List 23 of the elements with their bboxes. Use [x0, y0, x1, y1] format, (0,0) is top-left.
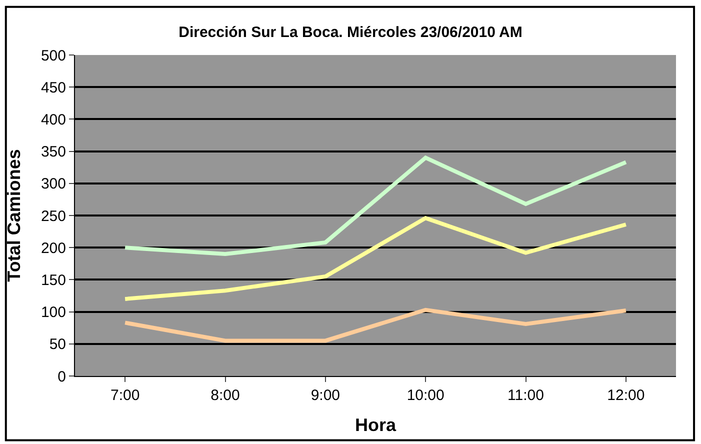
y-tick-label: 200	[40, 240, 66, 257]
line-series	[123, 156, 628, 256]
x-tick-label: 11:00	[508, 387, 544, 404]
line-series	[123, 216, 628, 301]
x-tick-label: 10:00	[406, 387, 444, 404]
y-tick-label: 350	[40, 144, 66, 161]
y-axis-title: Total Camiones	[4, 149, 24, 282]
x-axis-title: Hora	[354, 415, 397, 436]
y-tick-label: 300	[40, 176, 66, 193]
y-tick-label: 400	[40, 111, 66, 128]
x-tick-label: 8:00	[210, 387, 240, 404]
y-tick-label: 500	[40, 47, 66, 64]
y-tick-label: 0	[58, 368, 66, 386]
y-tick-label: 250	[40, 208, 66, 225]
chart-title: Dirección Sur La Boca. Miércoles 23/06/2010 AM	[178, 24, 522, 42]
y-tick-label: 100	[40, 304, 66, 322]
x-tick-label: 9:00	[310, 387, 340, 404]
y-tick-label: 50	[49, 336, 66, 354]
y-tick-label: 150	[40, 272, 66, 289]
x-tick-label: 12:00	[607, 387, 645, 404]
line-series	[123, 308, 628, 343]
x-tick-label: 7:00	[110, 387, 140, 404]
y-tick-label: 450	[40, 79, 66, 96]
